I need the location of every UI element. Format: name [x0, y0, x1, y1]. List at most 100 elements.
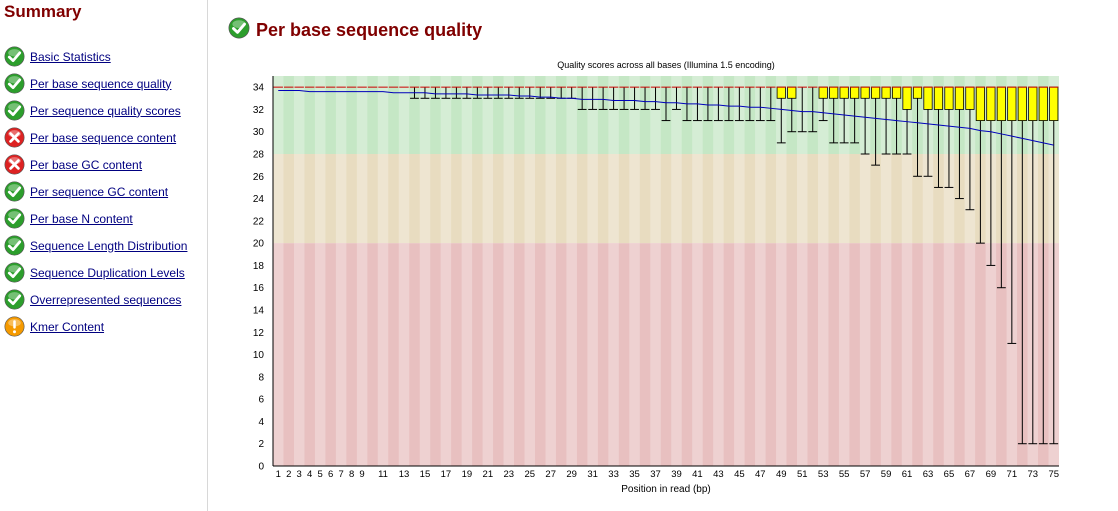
x-tick-label: 39 [671, 469, 682, 480]
x-tick-label: 61 [902, 469, 913, 480]
band-stripe [734, 243, 745, 466]
band-stripe [545, 76, 556, 154]
boxplot-pos-34 [619, 86, 629, 110]
summary-link[interactable]: Per base sequence content [30, 130, 177, 145]
band-stripe [817, 243, 829, 466]
band-stripe [629, 243, 640, 466]
chart-title: Quality scores across all bases (Illumin… [557, 60, 775, 70]
band-stripe [838, 154, 850, 244]
band-stripe [461, 243, 473, 466]
band-stripe [566, 154, 577, 244]
boxplot-pos-52 [808, 86, 818, 133]
band-stripe [943, 154, 955, 244]
band-stripe [356, 243, 368, 466]
band-stripe [524, 154, 535, 244]
band-stripe [314, 76, 326, 154]
x-tick-label: 75 [1048, 469, 1059, 480]
main-panel: Per base sequence quality Quality scores… [208, 0, 1118, 511]
x-tick-label: 15 [420, 469, 431, 480]
summary-link[interactable]: Overrepresented sequences [30, 292, 182, 307]
band-stripe [776, 243, 787, 466]
module-title: Per base sequence quality [222, 17, 482, 44]
band-stripe [419, 154, 431, 244]
boxplot-pos-75 [1049, 86, 1059, 445]
x-tick-label: 49 [776, 469, 787, 480]
x-tick-label: 67 [965, 469, 976, 480]
y-tick-label: 6 [258, 395, 264, 406]
band-stripe [335, 76, 347, 154]
band-stripe [419, 243, 431, 466]
iqr-box [923, 86, 933, 110]
boxplot-pos-35 [629, 86, 640, 110]
boxplot-pos-36 [640, 86, 650, 110]
summary-link[interactable]: Sequence Length Distribution [30, 238, 188, 253]
band-stripe [671, 154, 682, 244]
x-tick-label: 73 [1028, 469, 1039, 480]
band-stripe [692, 243, 703, 466]
iqr-box [829, 86, 839, 99]
band-stripe [629, 154, 640, 244]
boxplot-pos-33 [608, 86, 619, 110]
x-tick-label: 7 [338, 469, 343, 480]
boxplot-pos-31 [587, 86, 598, 110]
band-stripe [587, 154, 598, 244]
band-stripe [398, 243, 410, 466]
boxplot-pos-58 [870, 86, 881, 166]
x-tick-label: 35 [629, 469, 640, 480]
band-stripe [880, 154, 892, 244]
boxplot-pos-30 [577, 86, 587, 110]
summary-link[interactable]: Per base GC content [30, 157, 143, 172]
boxplot-pos-47 [755, 86, 766, 122]
y-tick-label: 2 [258, 439, 264, 450]
band-stripe [922, 243, 934, 466]
y-tick-label: 16 [253, 283, 265, 294]
band-stripe [776, 154, 787, 244]
boxplot-pos-45 [734, 86, 745, 122]
boxplot-pos-54 [828, 86, 839, 144]
summary-link[interactable]: Per sequence quality scores [30, 103, 181, 118]
boxplot-pos-57 [860, 86, 870, 155]
band-stripe [964, 243, 976, 466]
band-stripe [797, 154, 808, 244]
band-stripe [608, 76, 619, 154]
boxplot-pos-46 [745, 86, 755, 122]
band-stripe [608, 154, 619, 244]
band-stripe [650, 243, 661, 466]
summary-link[interactable]: Per base N content [30, 211, 133, 226]
iqr-box [933, 86, 944, 110]
boxplot-pos-68 [975, 86, 986, 244]
boxplot-pos-43 [713, 86, 724, 122]
summary-item: Per base GC content [4, 151, 187, 178]
summary-link[interactable]: Kmer Content [30, 319, 105, 334]
iqr-box [891, 86, 902, 99]
band-stripe [797, 243, 808, 466]
summary-link[interactable]: Basic Statistics [30, 49, 111, 64]
boxplot-pos-39 [671, 86, 682, 110]
summary-item: Per sequence quality scores [4, 97, 187, 124]
band-stripe [293, 154, 305, 244]
boxplot-pos-18 [451, 86, 462, 99]
x-tick-label: 37 [650, 469, 661, 480]
x-tick-label: 1 [276, 469, 281, 480]
band-stripe [901, 243, 913, 466]
boxplot-pos-64 [933, 86, 944, 188]
iqr-box [776, 86, 786, 99]
y-tick-label: 10 [253, 350, 265, 361]
summary-link[interactable]: Sequence Duplication Levels [30, 265, 185, 280]
boxplot-pos-44 [724, 86, 734, 122]
x-tick-label: 47 [755, 469, 766, 480]
iqr-box [871, 86, 881, 99]
y-tick-label: 12 [253, 328, 265, 339]
iqr-box [965, 86, 975, 110]
summary-link[interactable]: Per base sequence quality [30, 76, 172, 91]
summary-link[interactable]: Per sequence GC content [30, 184, 169, 199]
band-stripe [859, 154, 871, 244]
check-circle-icon [4, 208, 25, 229]
boxplot-pos-22 [493, 86, 504, 99]
band-stripe [922, 154, 934, 244]
boxplot-pos-63 [923, 86, 933, 177]
band-stripe [650, 154, 661, 244]
boxplot-pos-60 [891, 86, 902, 155]
boxplot-pos-21 [483, 86, 493, 99]
x-tick-label: 13 [399, 469, 410, 480]
